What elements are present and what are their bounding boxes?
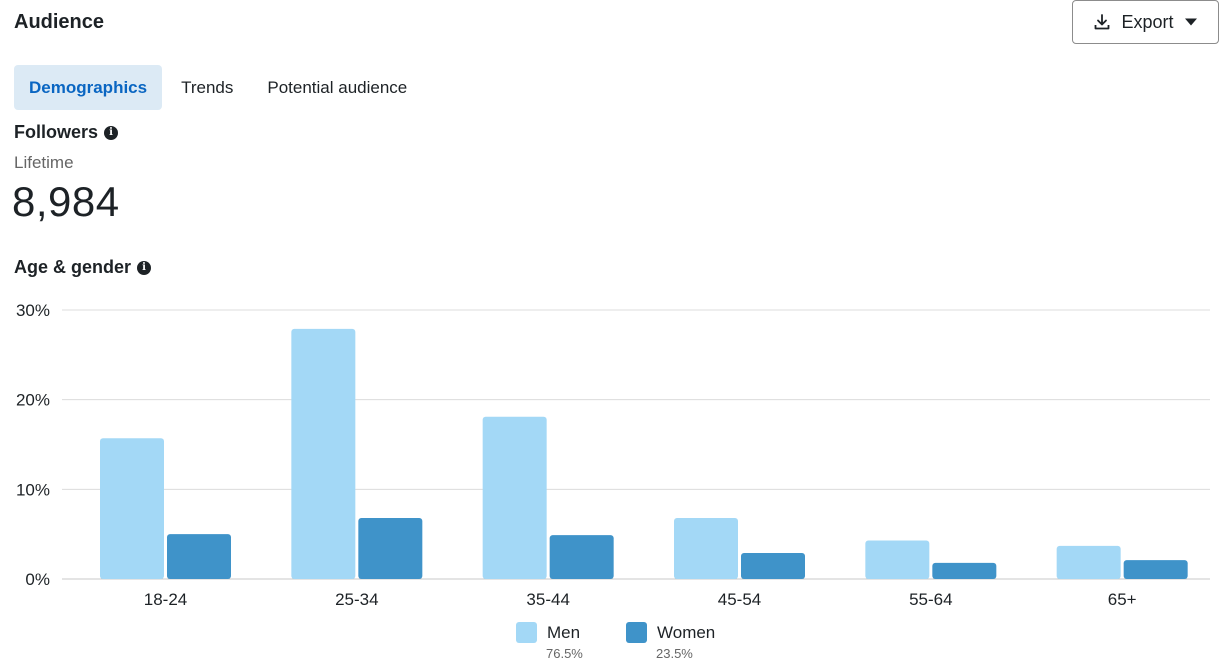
bar-women[interactable]: [358, 518, 423, 579]
y-axis-tick-label: 30%: [16, 301, 50, 320]
bar-men[interactable]: [291, 328, 356, 579]
tab-trends[interactable]: Trends: [181, 77, 234, 97]
bar-women[interactable]: [549, 535, 614, 579]
followers-title: Followers: [14, 122, 99, 142]
legend-pct-men: 76.5%: [546, 646, 583, 661]
age-gender-chart: 0% 10% 20% 30% 18-24 25-34 35-44 45-54 55-64 65+: [16, 301, 1210, 609]
followers-period: Lifetime: [14, 153, 74, 172]
x-axis-tick-label: 65+: [1108, 590, 1137, 609]
age-gender-title: Age & gender: [14, 257, 132, 277]
bar-men[interactable]: [482, 416, 547, 579]
info-icon[interactable]: i: [104, 125, 119, 140]
export-button[interactable]: Export: [1072, 0, 1219, 44]
age-gender-heading: Age & gender i: [14, 257, 152, 278]
legend-label-women: Women: [657, 622, 716, 642]
x-axis-tick-label: 18-24: [144, 590, 187, 609]
legend-swatch-men: [516, 622, 537, 643]
legend-swatch-women: [626, 622, 647, 643]
x-axis-tick-label: 25-34: [335, 590, 378, 609]
bar-women[interactable]: [1123, 560, 1188, 579]
followers-count: 8,984: [12, 178, 120, 225]
info-icon[interactable]: i: [137, 260, 152, 275]
legend-item-men[interactable]: Men 76.5%: [516, 622, 583, 661]
bar-men[interactable]: [1056, 545, 1121, 579]
bar-women[interactable]: [167, 534, 231, 579]
x-axis-tick-label: 45-54: [718, 590, 761, 609]
followers-heading: Followers i: [14, 122, 119, 143]
y-axis-tick-label: 20%: [16, 391, 50, 410]
chart-legend: Men 76.5% Women 23.5%: [0, 622, 1226, 662]
bar-women[interactable]: [741, 552, 805, 579]
x-axis-tick-label: 35-44: [526, 590, 569, 609]
tab-bar: Demographics Trends Potential audience: [14, 65, 422, 110]
legend-label-men: Men: [547, 622, 581, 642]
x-axis-tick-label: 55-64: [909, 590, 952, 609]
bar-men[interactable]: [865, 540, 930, 579]
caret-down-icon: [1184, 17, 1198, 27]
legend-pct-women: 23.5%: [656, 646, 693, 661]
download-icon: [1093, 13, 1111, 31]
y-axis-tick-label: 0%: [25, 570, 50, 589]
tab-demographics[interactable]: Demographics: [14, 65, 163, 110]
tab-potential-audience[interactable]: Potential audience: [267, 77, 408, 97]
export-label: Export: [1121, 11, 1174, 32]
bar-men[interactable]: [100, 438, 164, 579]
y-axis-tick-label: 10%: [16, 480, 50, 499]
legend-item-women[interactable]: Women 23.5%: [626, 622, 715, 661]
page-title: Audience: [14, 11, 105, 33]
bar-men[interactable]: [674, 518, 738, 579]
bar-women[interactable]: [932, 562, 997, 579]
